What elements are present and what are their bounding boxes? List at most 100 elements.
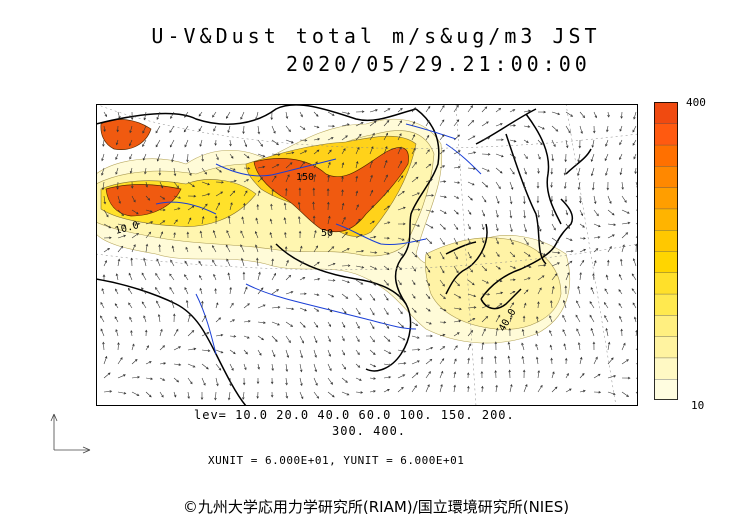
wind-arrow [100, 301, 105, 309]
wind-arrow [467, 385, 470, 393]
wind-arrow [355, 234, 363, 239]
wind-arrow [214, 215, 218, 225]
wind-arrow [141, 287, 147, 295]
wind-arrow [579, 389, 586, 393]
wind-arrow [604, 153, 609, 162]
wind-arrow [397, 307, 403, 315]
wind-arrow [341, 363, 347, 370]
wind-arrow [621, 181, 624, 190]
wind-arrow [103, 390, 113, 393]
wind-arrow [536, 195, 540, 204]
wind-arrow [117, 374, 126, 379]
wind-arrow [229, 139, 232, 147]
wind-arrow [103, 247, 111, 253]
wind-arrow [341, 335, 345, 342]
wind-arrow [341, 293, 349, 299]
wind-arrow [383, 146, 388, 155]
wind-arrow [313, 125, 320, 129]
wind-arrow [313, 307, 320, 312]
wind-arrow [467, 167, 476, 170]
wind-arrow [537, 167, 540, 174]
wind-arrow [131, 358, 138, 365]
colorbar-min-label: 10 [691, 399, 705, 412]
wind-arrow [369, 109, 378, 113]
wind-arrow [159, 345, 166, 351]
wind-arrow [550, 181, 553, 188]
wind-arrow [607, 375, 617, 379]
wind-arrow [199, 274, 203, 281]
wind-arrow [327, 215, 331, 225]
wind-arrow [576, 300, 581, 309]
wind-arrow [255, 217, 259, 225]
wind-arrow [355, 279, 364, 285]
colorbar-step [654, 186, 678, 210]
wind-arrow [160, 208, 166, 212]
wind-arrow [185, 299, 189, 309]
wind-arrow [243, 179, 250, 183]
wind-arrow [117, 111, 121, 119]
wind-arrow [285, 335, 291, 344]
wind-arrow [467, 237, 471, 245]
wind-arrow [523, 251, 531, 257]
wind-arrow [369, 205, 374, 211]
wind-arrow [270, 244, 273, 253]
wind-arrow [297, 216, 301, 225]
wind-arrow [453, 265, 459, 274]
wind-arrow [509, 278, 516, 282]
wind-arrow [215, 302, 219, 309]
wind-arrow [254, 231, 259, 239]
wind-arrow [467, 151, 477, 155]
wind-arrow [170, 111, 175, 119]
wind-arrow [495, 153, 504, 158]
colorbar-step [654, 357, 678, 380]
wind-arrow [229, 286, 232, 295]
wind-arrow [521, 342, 525, 351]
wind-arrow [117, 223, 127, 227]
wind-arrow [593, 223, 601, 228]
wind-arrow [285, 377, 288, 386]
wind-arrow [523, 167, 527, 175]
wind-arrow [494, 369, 497, 379]
wind-arrow [467, 105, 473, 113]
wind-arrow [299, 391, 304, 400]
wind-arrow [383, 389, 390, 393]
wind-arrow [481, 279, 489, 284]
wind-arrow [103, 355, 108, 365]
wind-arrow [535, 343, 539, 351]
wind-arrow [173, 391, 177, 398]
wind-arrow [313, 245, 319, 253]
wind-arrow [213, 125, 217, 132]
wind-arrow [621, 391, 630, 397]
wind-arrow [565, 209, 569, 216]
wind-arrow [592, 341, 596, 351]
wind-arrow [565, 237, 573, 241]
wind-arrow [453, 104, 459, 113]
wind-arrow [229, 190, 236, 197]
wind-arrow [397, 293, 402, 301]
wind-arrow [271, 306, 281, 309]
wind-arrow [619, 315, 623, 323]
wind-arrow [255, 244, 259, 253]
wind-arrow [632, 139, 637, 146]
wind-arrow [327, 391, 335, 398]
wind-arrow [633, 316, 637, 323]
wind-arrow [509, 383, 513, 393]
wind-arrow [285, 111, 289, 120]
wind-arrow [271, 349, 276, 358]
wind-arrow [537, 287, 542, 295]
wind-arrow [169, 125, 175, 134]
wind-arrow [102, 274, 106, 280]
wind-arrow [143, 111, 147, 121]
wind-arrow [481, 304, 490, 309]
wind-arrow [593, 248, 599, 253]
wind-arrow [299, 261, 304, 267]
wind-arrow [229, 167, 236, 171]
wind-arrow [115, 329, 119, 337]
wind-arrow [425, 223, 434, 229]
wind-arrow [229, 363, 234, 371]
wind-arrow [425, 251, 431, 259]
wind-arrow [523, 195, 526, 205]
wind-arrow [537, 370, 541, 379]
wind-arrow [229, 349, 236, 355]
wind-arrow [158, 167, 162, 176]
